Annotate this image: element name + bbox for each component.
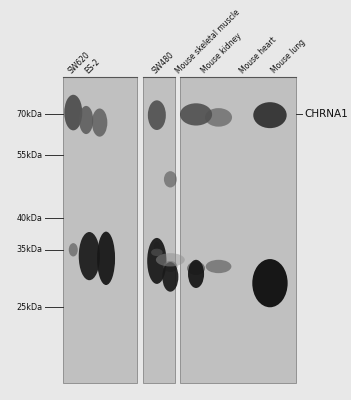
- Ellipse shape: [151, 249, 163, 256]
- FancyBboxPatch shape: [143, 77, 175, 383]
- Ellipse shape: [162, 262, 178, 292]
- Text: 55kDa: 55kDa: [16, 151, 43, 160]
- Ellipse shape: [147, 238, 166, 284]
- Ellipse shape: [252, 259, 288, 307]
- Ellipse shape: [180, 103, 212, 126]
- Ellipse shape: [92, 108, 107, 137]
- Ellipse shape: [253, 102, 287, 128]
- Ellipse shape: [206, 260, 231, 273]
- Ellipse shape: [79, 106, 93, 134]
- Text: 35kDa: 35kDa: [17, 245, 43, 254]
- Ellipse shape: [164, 171, 177, 188]
- Text: 40kDa: 40kDa: [17, 214, 43, 223]
- Ellipse shape: [64, 95, 82, 130]
- Ellipse shape: [188, 260, 204, 288]
- Text: ES-2: ES-2: [83, 57, 101, 76]
- Ellipse shape: [154, 242, 160, 250]
- Ellipse shape: [79, 232, 100, 280]
- Ellipse shape: [205, 108, 232, 127]
- Text: 25kDa: 25kDa: [16, 303, 43, 312]
- Text: Mouse lung: Mouse lung: [270, 38, 307, 76]
- Text: CHRNA1: CHRNA1: [305, 110, 349, 120]
- Text: Mouse skeletal muscle: Mouse skeletal muscle: [174, 8, 241, 76]
- Text: SW620: SW620: [67, 50, 92, 76]
- Text: SW480: SW480: [151, 50, 176, 76]
- Ellipse shape: [69, 243, 78, 256]
- FancyBboxPatch shape: [63, 77, 137, 383]
- Ellipse shape: [156, 253, 185, 266]
- Text: 70kDa: 70kDa: [17, 110, 43, 119]
- Text: Mouse kidney: Mouse kidney: [199, 32, 243, 76]
- Ellipse shape: [163, 261, 177, 272]
- Ellipse shape: [148, 100, 166, 130]
- Text: Mouse heart: Mouse heart: [238, 35, 278, 76]
- Ellipse shape: [97, 232, 115, 285]
- FancyBboxPatch shape: [180, 77, 296, 383]
- Ellipse shape: [187, 262, 205, 275]
